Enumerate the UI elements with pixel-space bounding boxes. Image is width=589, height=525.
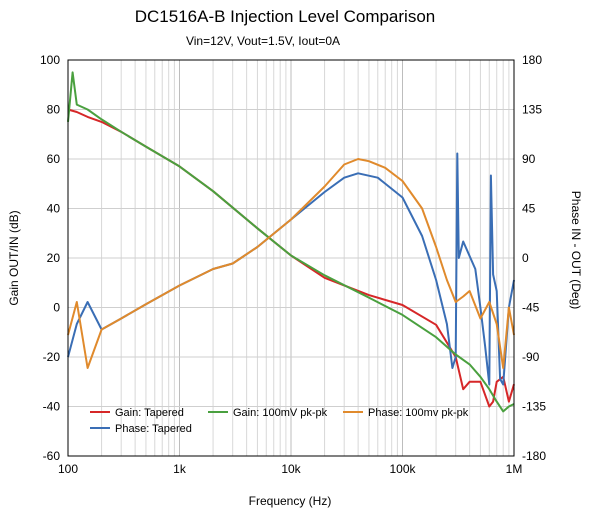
x-axis-label: Frequency (Hz) [249, 494, 332, 508]
series-line-3 [67, 158, 515, 369]
y-tick-label-right: -135 [522, 400, 546, 414]
y-tick-label-right: 0 [522, 251, 529, 265]
y-tick-label-right: -180 [522, 449, 546, 463]
tick-labels: 100 1k 10k 100k 1M -60 -40 -20 0 20 40 60 80 100 -180 -… [40, 53, 546, 476]
y-tick-label-left: 80 [47, 103, 61, 117]
y-tick-label-left: 60 [47, 152, 61, 166]
y-tick-label-right: 90 [522, 152, 536, 166]
y-tick-label-left: 40 [47, 202, 61, 216]
plot-lines [67, 71, 515, 413]
chart-title: DC1516A-B Injection Level Comparison [135, 7, 436, 26]
y-tick-label-left: 100 [40, 53, 60, 67]
y-tick-label-right: 135 [522, 103, 542, 117]
grid [68, 60, 514, 456]
y-tick-label-left: -20 [43, 350, 61, 364]
plot-frame [67, 59, 515, 457]
legend-label-3: Phase: 100mv pk-pk [368, 407, 469, 419]
y-tick-label-right: 180 [522, 53, 542, 67]
chart-subtitle: Vin=12V, Vout=1.5V, Iout=0A [186, 34, 340, 48]
x-tick-label: 100 [58, 462, 78, 476]
x-tick-label: 1M [506, 462, 523, 476]
y-tick-label-left: -40 [43, 400, 61, 414]
y-tick-label-left: 20 [47, 251, 61, 265]
legend-label-0: Gain: Tapered [115, 407, 184, 419]
y-tick-label-left: -60 [43, 449, 61, 463]
legend-label-1: Phase: Tapered [115, 423, 192, 435]
y-tick-label-right: 45 [522, 202, 536, 216]
series-line-2 [67, 71, 515, 413]
x-tick-label: 100k [389, 462, 416, 476]
y-tick-label-left: 0 [53, 301, 60, 315]
y-tick-label-right: -90 [522, 350, 540, 364]
y-axis-label-right: Phase IN - OUT (Deg) [569, 191, 583, 309]
legend-label-2: Gain: 100mV pk-pk [233, 407, 328, 419]
x-tick-label: 10k [281, 462, 301, 476]
legend: Gain: Tapered Phase: Tapered Gain: 100mV p… [90, 407, 469, 435]
x-tick-label: 1k [173, 462, 187, 476]
y-tick-label-right: -45 [522, 301, 540, 315]
y-axis-label-left: Gain OUT/IN (dB) [7, 210, 21, 305]
